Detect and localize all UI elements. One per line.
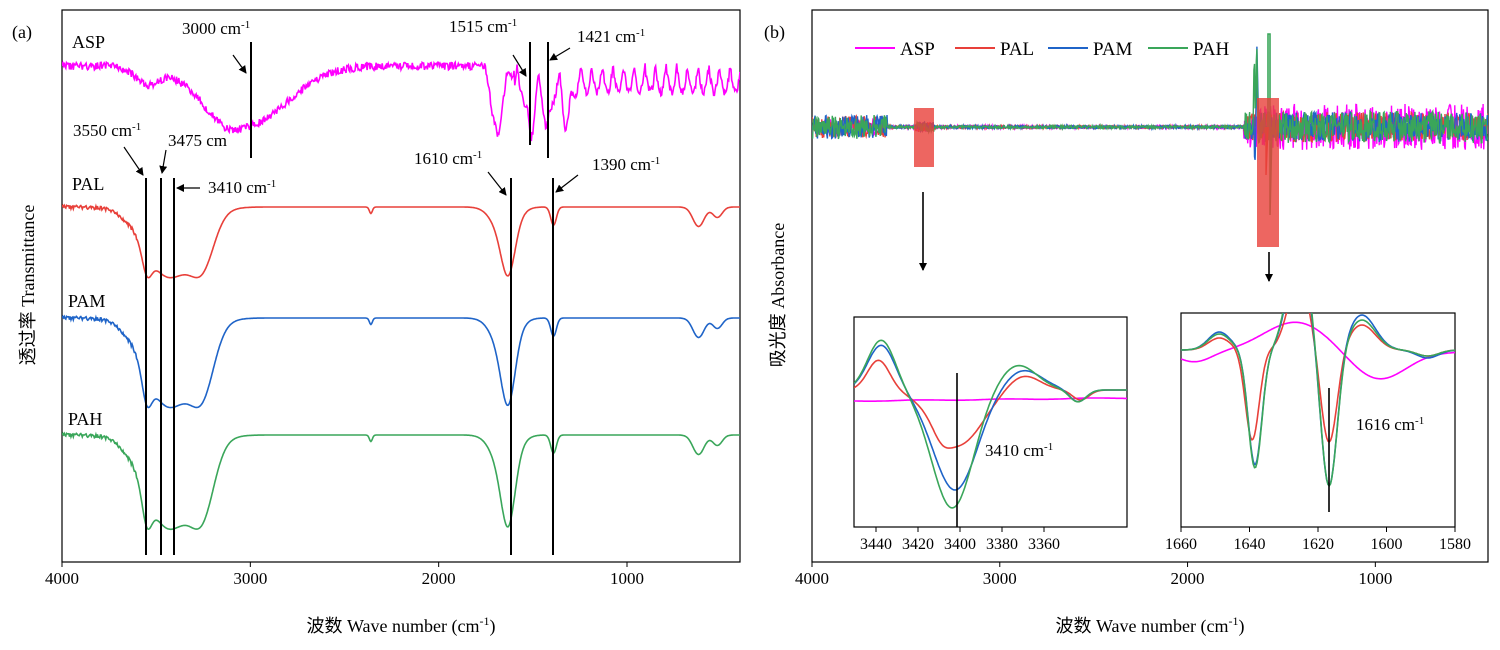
inset-1-tick-label-3400: 3400 (944, 536, 976, 553)
panel-a-tick-label-4000: 4000 (45, 569, 79, 588)
inset-1616: 1616 cm-1 1660 1640 1620 1600 1580 (1165, 312, 1471, 553)
panel-a-tick-label-1000: 1000 (610, 569, 644, 588)
annotation-1421: 1421 cm-1 (577, 27, 645, 46)
annotation-3475: 3475 cm (168, 131, 227, 150)
series-line-pah (62, 431, 740, 531)
sample-label-pam: PAM (68, 291, 105, 311)
series-line-pal (62, 203, 740, 279)
panel-b-frame (811, 9, 1489, 563)
panel-a-frame (61, 9, 741, 563)
panel-b-tick-label-1000: 1000 (1358, 569, 1392, 588)
inset-2-tick-label-1620: 1620 (1302, 536, 1334, 553)
inset-2-tick-label-1660: 1660 (1165, 536, 1197, 553)
arrow-3550 (123, 146, 144, 176)
panel-b-tick-label-3000: 3000 (983, 569, 1017, 588)
annotation-1610: 1610 cm-1 (414, 149, 482, 168)
arrow-3000 (232, 54, 247, 74)
arrow-1515 (512, 54, 527, 77)
panel-a-tick-label-2000: 2000 (422, 569, 456, 588)
panel-b-tick-label-2000: 2000 (1171, 569, 1205, 588)
series-line-asp (62, 59, 740, 142)
inset-2-annotation: 1616 cm-1 (1356, 415, 1424, 434)
panel-a-xlabel: 波数 Wave number (cm-1) (307, 614, 496, 637)
highlight-region-1616 (1257, 98, 1279, 247)
series-line-pam-b (812, 46, 1488, 161)
panel-a-ylabel: 透过率 Transmittance (18, 205, 38, 366)
panel-b-tick-label-4000: 4000 (795, 569, 829, 588)
annotation-1390: 1390 cm-1 (592, 155, 660, 174)
arrow-1610 (487, 171, 507, 196)
annotation-1515: 1515 cm-1 (449, 17, 517, 36)
inset-1-tick-label-3420: 3420 (902, 536, 934, 553)
panel-a-annotations: 3000 cm-1 1515 cm-1 1421 cm-1 3550 cm-1 … (73, 17, 660, 197)
panel-b-ylabel: 吸光度 Absorbance (768, 223, 788, 367)
panel-b-x-ticks: 4000 3000 2000 1000 (795, 562, 1392, 588)
panel-a: (a) 4000 3000 2000 1000 波数 Wave number (cm-… (12, 9, 741, 637)
inset-1-line-pah (854, 339, 1127, 509)
panel-a-tick-label-3000: 3000 (233, 569, 267, 588)
inset-3410: 3410 cm-1 3440 3420 3400 3380 3360 (853, 316, 1128, 553)
arrow-1390 (555, 174, 579, 193)
panel-b: (b) 4000 3000 2000 1000 波数 Wave number (cm-… (764, 9, 1489, 637)
inset-1-tick-label-3360: 3360 (1028, 536, 1060, 553)
sample-label-pah: PAH (68, 409, 102, 429)
annotation-3410: 3410 cm-1 (208, 178, 276, 197)
legend-label-pal: PAL (1000, 39, 1034, 60)
legend-label-pam: PAM (1093, 39, 1133, 60)
inset-1-annotation: 3410 cm-1 (985, 441, 1053, 460)
inset-1-frame (853, 316, 1128, 528)
highlight-region-3410 (914, 108, 934, 167)
arrow-3475 (159, 149, 168, 174)
panel-a-peak-markers (145, 42, 554, 555)
legend-label-asp: ASP (900, 39, 935, 60)
inset-2-tick-label-1640: 1640 (1234, 536, 1266, 553)
inset-1-line-asp (854, 397, 1127, 402)
panel-a-series (62, 59, 740, 531)
annotation-3550: 3550 cm-1 (73, 121, 141, 140)
inset-1-tick-label-3380: 3380 (986, 536, 1018, 553)
panel-b-series (812, 33, 1488, 216)
panel-b-xlabel: 波数 Wave number (cm-1) (1056, 614, 1245, 637)
inset-1-x-ticks: 3440 3420 3400 3380 3360 (860, 527, 1060, 553)
inset-1-tick-label-3440: 3440 (860, 536, 892, 553)
series-line-pam (62, 314, 740, 409)
inset-2-tick-label-1580: 1580 (1439, 536, 1471, 553)
panel-a-label: (a) (12, 22, 32, 43)
panel-b-legend: ASP PAL PAM PAH (855, 39, 1230, 60)
sample-label-pal: PAL (72, 174, 104, 194)
annotation-3000: 3000 cm-1 (182, 19, 250, 38)
inset-2-x-ticks: 1660 1640 1620 1600 1580 (1165, 527, 1471, 553)
inset-2-tick-label-1600: 1600 (1371, 536, 1403, 553)
panel-a-annotation-arrows (123, 47, 579, 196)
panel-b-label: (b) (764, 22, 785, 43)
inset-2-frame (1180, 312, 1456, 528)
sample-label-asp: ASP (72, 32, 105, 52)
inset-2-line-asp (1181, 321, 1455, 380)
panel-a-x-ticks: 4000 3000 2000 1000 (45, 562, 644, 588)
inset-2-line-pah (1181, 313, 1455, 488)
legend-label-pah: PAH (1193, 39, 1230, 60)
arrow-1421 (549, 47, 571, 61)
